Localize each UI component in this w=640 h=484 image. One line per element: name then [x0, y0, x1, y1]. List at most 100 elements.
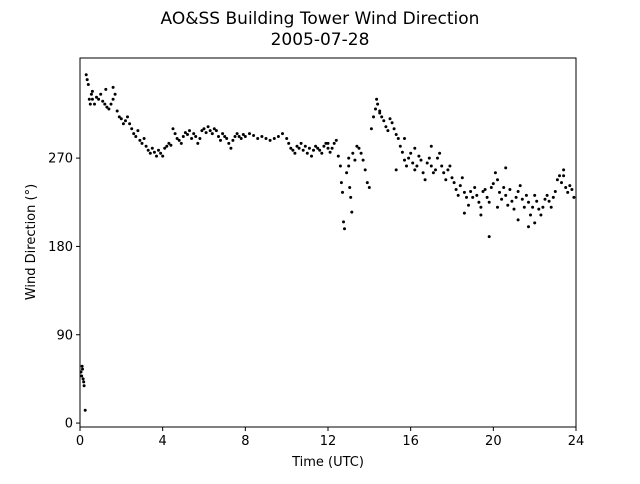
data-point	[272, 137, 276, 140]
data-point	[208, 129, 212, 133]
plot-area	[80, 58, 576, 427]
data-point	[562, 168, 566, 172]
data-point	[520, 197, 524, 201]
data-point	[295, 144, 299, 148]
data-point	[347, 164, 351, 168]
data-point	[347, 156, 351, 160]
data-point	[318, 148, 322, 152]
data-point	[229, 146, 233, 150]
data-point	[89, 92, 93, 96]
data-point	[566, 190, 570, 194]
data-point	[429, 144, 433, 148]
data-point	[88, 102, 92, 106]
data-point	[357, 146, 361, 150]
data-point	[469, 190, 473, 193]
data-point	[572, 195, 576, 199]
data-point	[293, 151, 297, 155]
data-point	[345, 171, 349, 175]
data-point	[551, 195, 555, 199]
data-point	[252, 134, 256, 137]
data-point	[136, 129, 140, 133]
data-point	[86, 83, 90, 86]
data-point	[477, 200, 481, 204]
x-axis-ticks: 0 4 8 12 16 20 24	[76, 427, 584, 449]
data-point	[382, 119, 386, 123]
data-point	[375, 97, 379, 101]
data-point	[403, 158, 406, 162]
data-point	[103, 102, 107, 106]
data-point	[394, 168, 398, 172]
data-point	[111, 97, 115, 101]
data-point	[388, 117, 392, 121]
data-point	[502, 186, 506, 189]
data-point	[465, 195, 468, 199]
data-point	[560, 181, 563, 185]
data-point	[458, 184, 462, 188]
data-point	[527, 225, 530, 229]
data-point	[446, 168, 450, 172]
data-point	[483, 188, 487, 191]
data-point	[239, 137, 243, 140]
data-point	[194, 135, 198, 138]
data-point	[152, 150, 156, 154]
data-point	[303, 144, 307, 148]
data-point	[417, 154, 421, 158]
x-tick-label: 16	[402, 434, 419, 449]
y-tick-label: 0	[65, 417, 73, 432]
data-point	[256, 137, 260, 140]
data-point	[440, 164, 444, 168]
data-point	[444, 178, 448, 182]
data-point	[132, 132, 136, 136]
data-point	[87, 97, 91, 101]
data-point	[334, 138, 338, 142]
data-point	[301, 148, 305, 152]
x-tick-label: 20	[485, 434, 502, 449]
data-point	[413, 168, 417, 172]
data-point	[452, 181, 456, 185]
y-tick-label: 180	[48, 240, 73, 255]
data-point	[219, 138, 222, 142]
data-point	[175, 137, 179, 140]
data-point	[196, 141, 200, 145]
data-point	[524, 193, 528, 197]
data-point	[243, 135, 247, 138]
data-point	[419, 158, 423, 162]
data-point	[392, 127, 396, 131]
data-point	[564, 186, 568, 189]
data-point	[529, 213, 532, 217]
data-point	[380, 115, 384, 119]
data-point	[570, 188, 574, 191]
data-point	[487, 235, 491, 239]
data-point	[210, 132, 214, 136]
data-point	[223, 135, 227, 138]
data-point	[148, 151, 152, 155]
data-point	[365, 181, 369, 185]
data-point	[124, 119, 127, 123]
data-point	[312, 148, 315, 152]
data-point	[117, 115, 121, 119]
data-point	[500, 197, 504, 201]
data-point	[163, 146, 167, 150]
data-point	[316, 146, 320, 150]
data-point	[467, 203, 470, 207]
data-point	[514, 195, 518, 199]
data-point	[97, 97, 101, 101]
data-points	[79, 73, 576, 412]
data-point	[285, 137, 289, 140]
data-point	[541, 205, 545, 209]
data-point	[537, 207, 541, 211]
data-point	[493, 171, 497, 175]
data-point	[281, 132, 284, 136]
data-point	[204, 131, 208, 135]
data-point	[198, 137, 202, 140]
data-point	[206, 125, 210, 129]
data-point	[543, 197, 547, 201]
data-point	[506, 203, 510, 207]
data-point	[553, 190, 557, 193]
data-point	[454, 188, 458, 191]
data-point	[260, 135, 264, 138]
data-point	[202, 127, 206, 131]
data-point	[359, 151, 363, 155]
data-point	[460, 176, 464, 180]
